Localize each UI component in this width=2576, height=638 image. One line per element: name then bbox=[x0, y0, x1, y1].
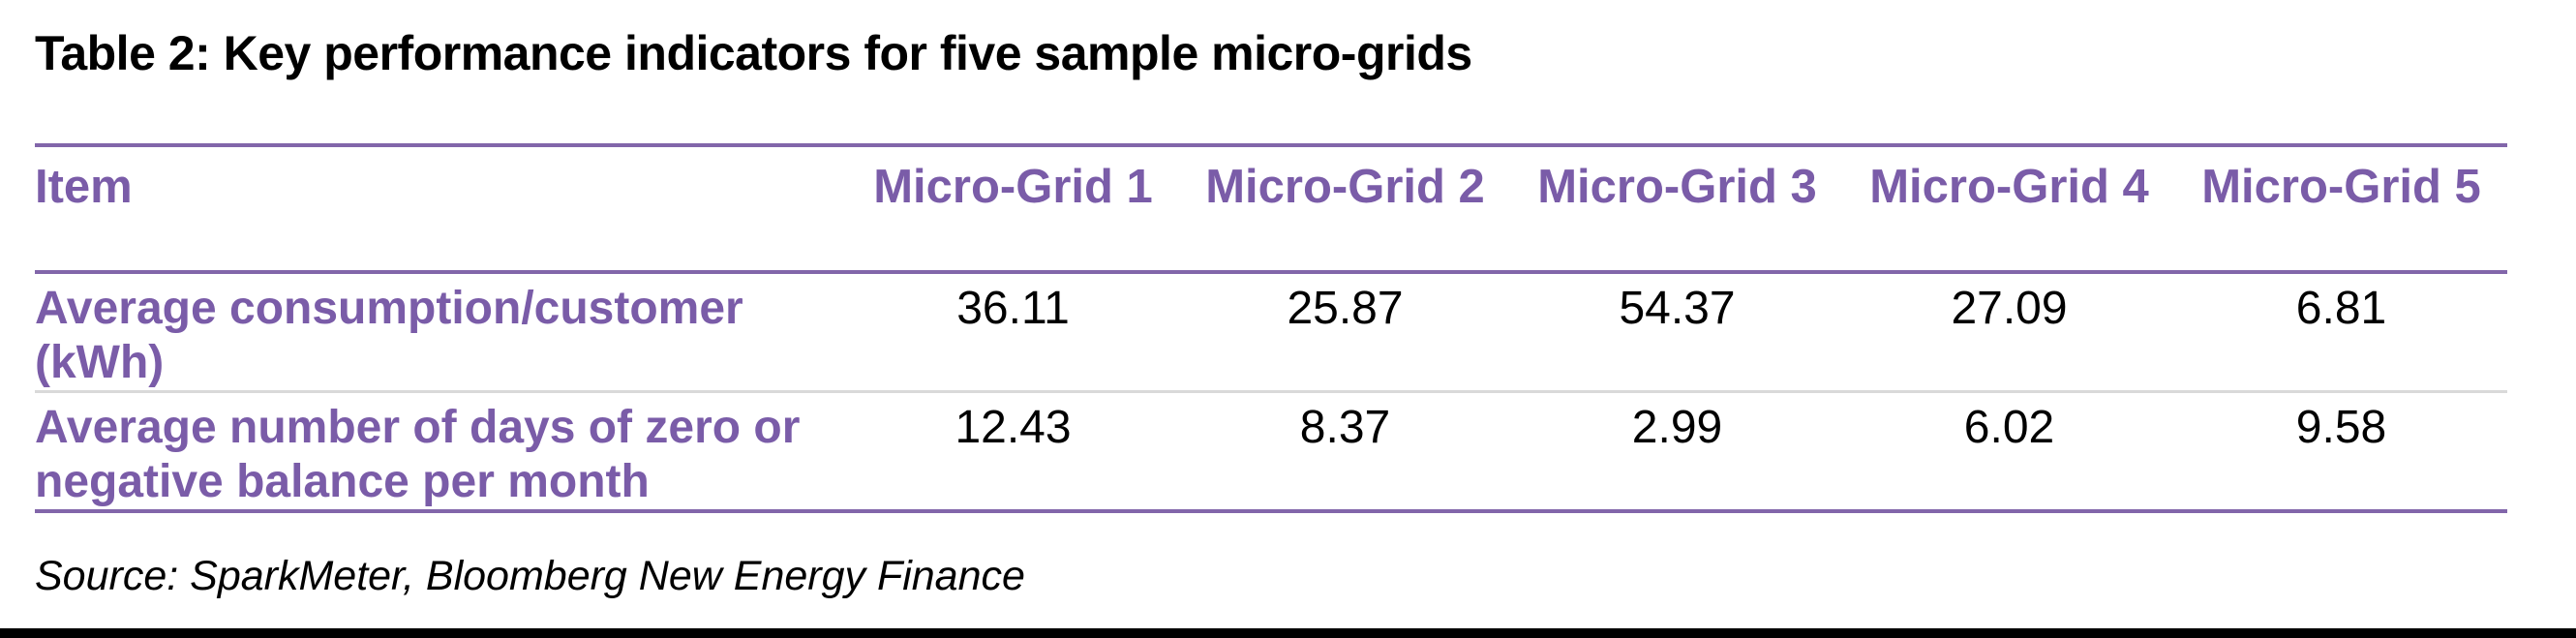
header-cell-item: Item bbox=[35, 143, 847, 274]
table-header-row: Item Micro-Grid 1 Micro-Grid 2 Micro-Gri… bbox=[35, 143, 2507, 274]
header-cell-microgrid-4: Micro-Grid 4 bbox=[1843, 143, 2175, 274]
data-cell: 9.58 bbox=[2175, 391, 2507, 513]
data-cell: 54.37 bbox=[1511, 272, 1843, 393]
data-cell: 12.43 bbox=[847, 391, 1179, 513]
table-row-consumption: Average consumption/customer (kWh) 36.11… bbox=[35, 272, 2507, 393]
row-label: Average number of days of zero or negati… bbox=[35, 391, 847, 513]
data-cell: 2.99 bbox=[1511, 391, 1843, 513]
header-cell-microgrid-1: Micro-Grid 1 bbox=[847, 143, 1179, 274]
data-cell: 25.87 bbox=[1179, 272, 1511, 393]
table-row-zero-balance-days: Average number of days of zero or negati… bbox=[35, 391, 2507, 513]
header-cell-microgrid-3: Micro-Grid 3 bbox=[1511, 143, 1843, 274]
data-cell: 6.81 bbox=[2175, 272, 2507, 393]
data-cell: 27.09 bbox=[1843, 272, 2175, 393]
content-area: Table 2: Key performance indicators for … bbox=[35, 26, 2507, 599]
header-cell-microgrid-5: Micro-Grid 5 bbox=[2175, 143, 2507, 274]
kpi-table: Item Micro-Grid 1 Micro-Grid 2 Micro-Gri… bbox=[35, 143, 2507, 513]
row-label: Average consumption/customer (kWh) bbox=[35, 272, 847, 393]
header-cell-microgrid-2: Micro-Grid 2 bbox=[1179, 143, 1511, 274]
source-note: Source: SparkMeter, Bloomberg New Energy… bbox=[35, 553, 1025, 599]
bottom-rule bbox=[0, 628, 2576, 638]
data-cell: 36.11 bbox=[847, 272, 1179, 393]
table-title: Table 2: Key performance indicators for … bbox=[35, 26, 1472, 80]
data-cell: 8.37 bbox=[1179, 391, 1511, 513]
data-cell: 6.02 bbox=[1843, 391, 2175, 513]
